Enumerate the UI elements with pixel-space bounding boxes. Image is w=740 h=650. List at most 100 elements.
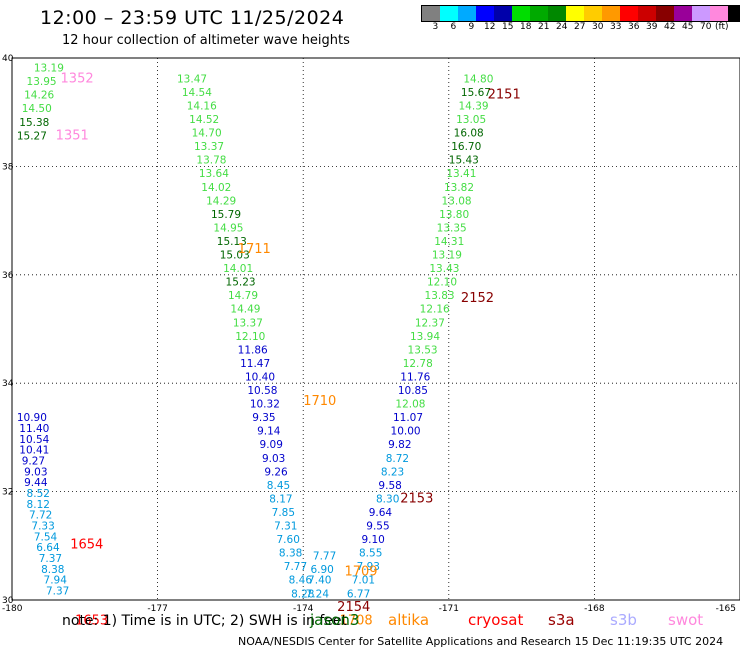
- y-tick-label: 38: [2, 162, 14, 172]
- y-tick-label: 40: [2, 54, 14, 64]
- y-tick-label: 32: [2, 488, 13, 498]
- scale-swatch: [476, 6, 494, 21]
- wave-height-value: 7.77: [284, 561, 307, 573]
- wave-height-value: 14.26: [24, 90, 54, 102]
- x-tick-label: -168: [584, 604, 605, 614]
- wave-height-value: 15.43: [449, 155, 479, 167]
- pass-label-1710: 1710: [303, 394, 336, 409]
- wave-height-value: 6.90: [310, 564, 333, 576]
- wave-height-value: 9.64: [369, 507, 393, 519]
- wave-height-value: 8.72: [386, 453, 409, 465]
- wave-height-value: 14.79: [228, 290, 258, 302]
- wave-height-value: 13.47: [177, 73, 207, 85]
- wave-height-value: 7.77: [313, 550, 336, 562]
- wave-height-value: 12.10: [235, 331, 265, 343]
- wave-height-value: 13.37: [194, 141, 224, 153]
- wave-height-value: 13.64: [199, 168, 229, 180]
- wave-height-value: 14.50: [22, 103, 52, 115]
- wave-height-value: 13.19: [34, 63, 64, 75]
- wave-height-value: 14.80: [463, 73, 493, 85]
- plot-frame: [11, 57, 740, 601]
- wave-height-value: 14.52: [189, 114, 219, 126]
- wave-height-value: 15.23: [226, 277, 256, 289]
- wave-height-value: 9.09: [260, 439, 283, 451]
- wave-height-value: 12.08: [395, 399, 425, 411]
- wave-height-value: 6.77: [347, 588, 370, 600]
- wave-height-value: 13.78: [196, 155, 226, 167]
- wave-height-value: 13.35: [437, 222, 467, 234]
- wave-height-value: 15.67: [461, 87, 491, 99]
- scale-swatch: [602, 6, 620, 21]
- wave-height-value: 7.60: [277, 534, 300, 546]
- scale-label: 70: [700, 22, 712, 32]
- wave-height-value: 11.40: [19, 423, 49, 435]
- wave-height-value: 10.00: [391, 426, 421, 438]
- scale-label: 18: [520, 22, 532, 32]
- scale-swatch: [548, 6, 566, 21]
- wave-height-value: 8.55: [359, 548, 382, 560]
- credit-line: NOAA/NESDIS Center for Satellite Applica…: [238, 635, 724, 648]
- wave-height-value: 13.53: [408, 344, 438, 356]
- wave-height-value: 8.38: [41, 564, 64, 576]
- scale-swatch: [620, 6, 638, 21]
- scale-label: 21: [538, 22, 550, 32]
- wave-height-value: 13.83: [425, 290, 455, 302]
- scale-swatch: [512, 6, 530, 21]
- pass-label-1352: 1352: [61, 71, 94, 86]
- wave-height-value: 13.95: [27, 76, 57, 88]
- wave-height-value: 13.08: [442, 195, 472, 207]
- wave-height-value: 7.85: [272, 507, 295, 519]
- scale-label: 45: [682, 22, 694, 32]
- wave-height-value: 9.14: [257, 426, 281, 438]
- scale-swatch: [656, 6, 674, 21]
- wave-height-value: 9.03: [262, 453, 285, 465]
- satellite-altika: altika: [388, 611, 430, 629]
- scale-label: 3: [432, 22, 439, 32]
- x-tick-label: -177: [147, 604, 167, 614]
- wave-height-value: 8.23: [381, 466, 404, 478]
- pass-label-2152: 2152: [461, 291, 494, 306]
- pass-label-2153: 2153: [400, 491, 433, 506]
- scale-swatch: [638, 6, 656, 21]
- wave-height-value: 7.37: [39, 553, 62, 565]
- wave-height-value: 14.02: [201, 182, 231, 194]
- wave-height-value: 12.37: [415, 317, 445, 329]
- wave-height-value: 13.80: [439, 209, 469, 221]
- wave-height-value: 9.03: [24, 466, 47, 478]
- wave-height-value: 13.43: [429, 263, 459, 275]
- scale-label: 30: [592, 22, 604, 32]
- y-tick-label: 36: [2, 271, 14, 281]
- wave-height-value: 8.28: [291, 588, 314, 600]
- wave-height-value: 7.37: [46, 586, 69, 598]
- grid-lines: [12, 58, 740, 600]
- scale-swatch: [530, 6, 548, 21]
- wave-height-value: 15.38: [19, 117, 49, 129]
- wave-height-value: 14.95: [213, 222, 243, 234]
- y-tick-label: 34: [2, 379, 14, 389]
- wave-height-value: 16.08: [454, 128, 484, 140]
- wave-height-value: 8.46: [289, 575, 313, 587]
- wave-height-value: 14.49: [230, 304, 260, 316]
- satellite-jason3: jason3: [310, 611, 360, 629]
- scale-label: 24: [556, 22, 568, 32]
- pass-label-1711: 1711: [238, 242, 271, 257]
- wave-height-value: 8.30: [376, 493, 399, 505]
- wave-height-value: 15.79: [211, 209, 241, 221]
- wave-height-value: 7.33: [31, 521, 54, 533]
- wave-height-value: 13.37: [233, 317, 263, 329]
- satellite-swot: swot: [668, 611, 704, 629]
- wave-height-points: 13.1913.9514.2614.5015.3815.2713.4714.54…: [17, 63, 494, 601]
- scale-label: 12: [484, 22, 496, 32]
- wave-height-value: 11.76: [400, 371, 430, 383]
- scale-swatch: [422, 6, 440, 21]
- wave-height-value: 13.41: [446, 168, 476, 180]
- wave-height-value: 10.85: [398, 385, 428, 397]
- scale-swatch: [692, 6, 710, 21]
- scale-label: 6: [450, 22, 457, 32]
- pass-label-1709: 1709: [344, 565, 377, 580]
- scale-label: 33: [610, 22, 622, 32]
- wave-height-value: 8.17: [269, 493, 292, 505]
- wave-height-value: 10.54: [19, 434, 49, 446]
- scale-label: (ft): [715, 22, 729, 32]
- wave-height-value: 10.41: [19, 445, 49, 457]
